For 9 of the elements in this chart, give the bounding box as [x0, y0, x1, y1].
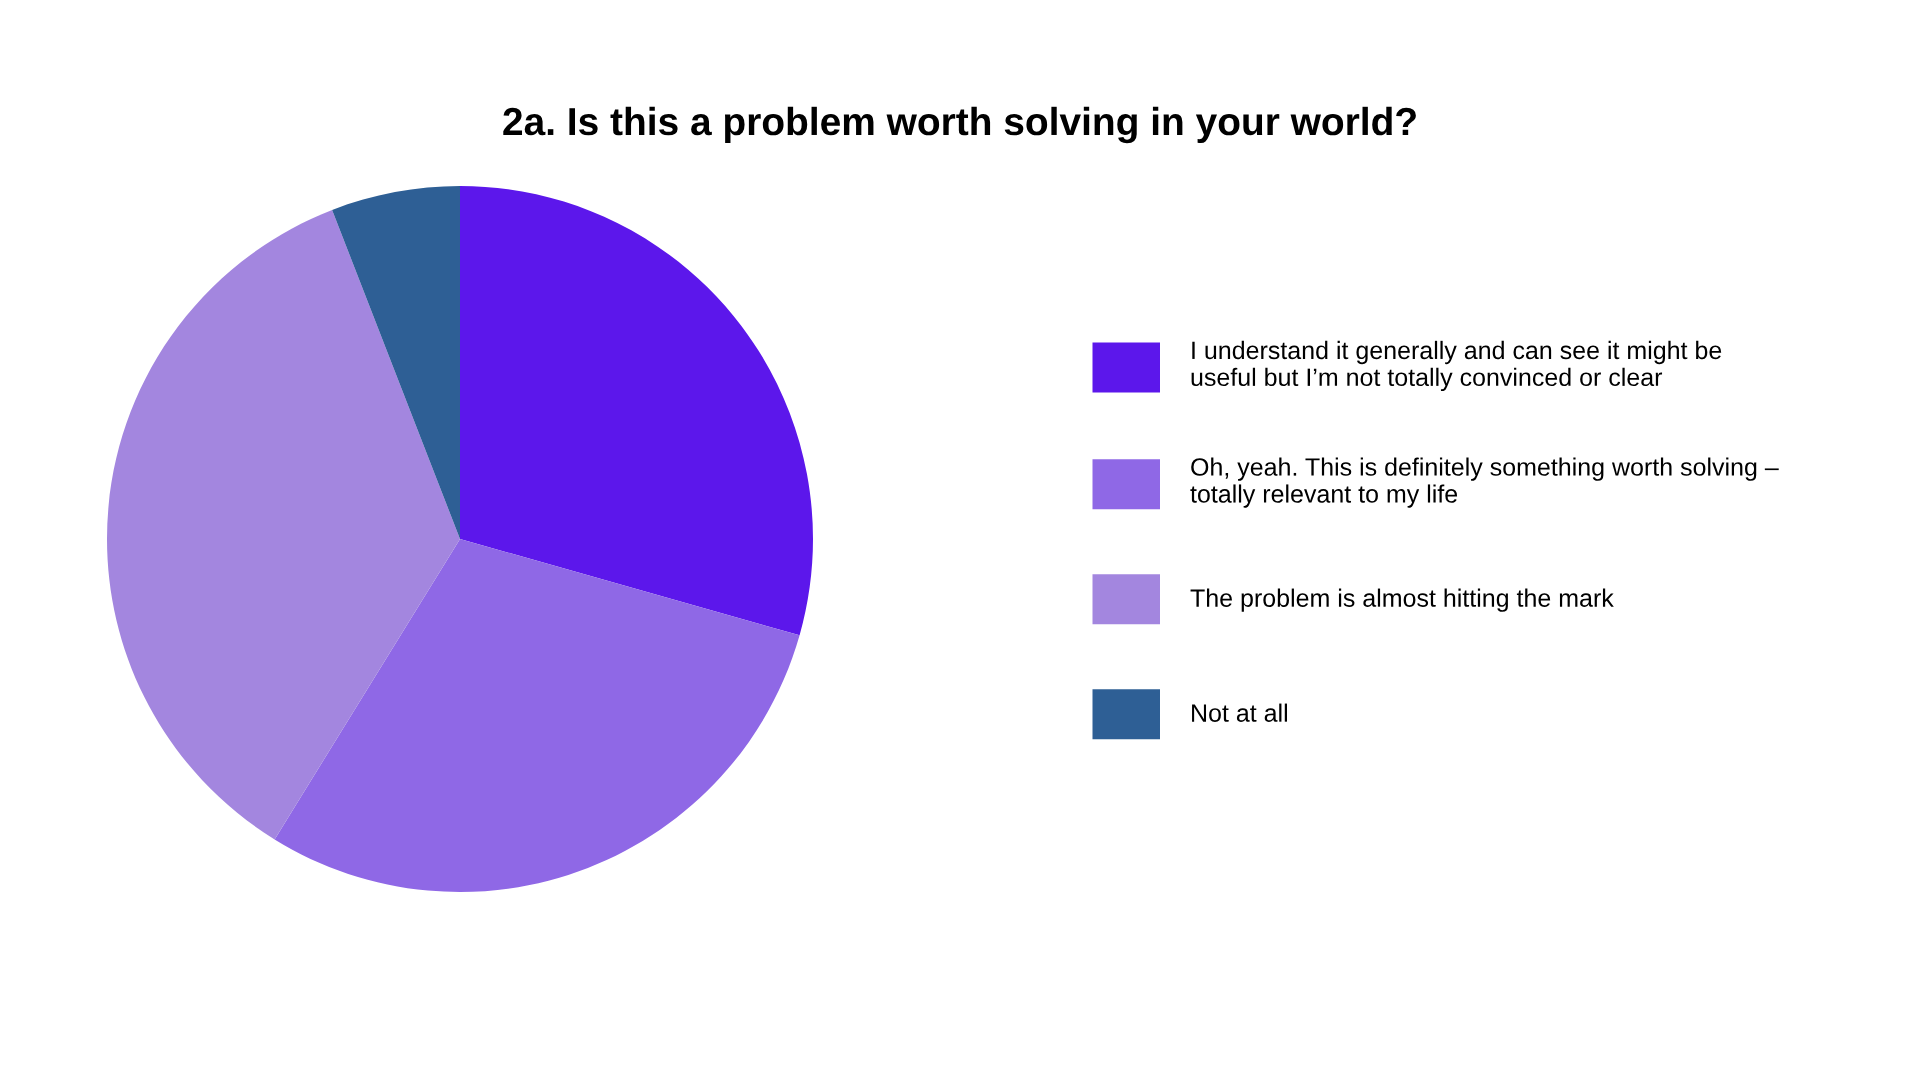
- legend-label: Oh, yeah. This is definitely something worth solving – totally relevant to my life: [1190, 457, 1779, 508]
- pie-slice: [274, 539, 800, 892]
- pie-slice: [460, 186, 813, 636]
- chart-title: 2a. Is this a problem worth solving in your world?: [503, 106, 1416, 144]
- pie-slice: [107, 209, 460, 840]
- legend-label: Not at all: [1192, 703, 1287, 722]
- pie-slice: [332, 186, 460, 539]
- legend-label: The problem is almost hitting the mark: [1190, 588, 1614, 612]
- legend-label: I understand it generally and can see it might be useful but I’m not totally convinced or clear: [1191, 340, 1722, 392]
